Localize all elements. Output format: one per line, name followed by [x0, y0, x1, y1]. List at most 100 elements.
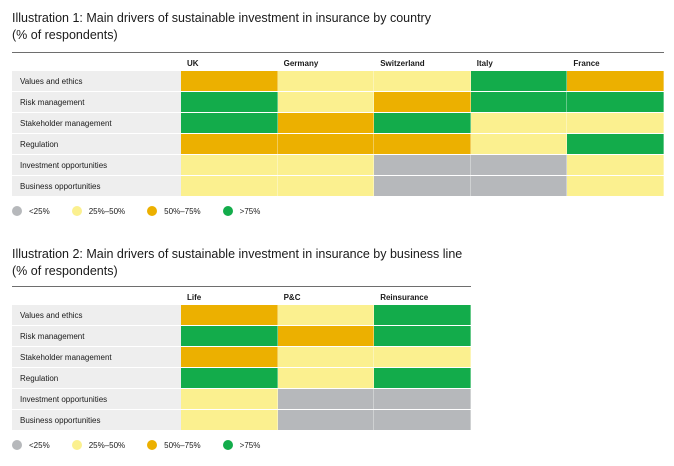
row-label: Risk management: [20, 332, 85, 341]
heat-cell: [567, 155, 664, 175]
legend-swatch: [147, 440, 158, 450]
row-label-bg: [12, 368, 181, 388]
heat-cell: [181, 113, 278, 133]
chart1-title-block: Illustration 1: Main drivers of sustaina…: [12, 10, 431, 44]
column-header: Switzerland: [380, 59, 425, 68]
column-header: Reinsurance: [380, 293, 429, 302]
heat-cell: [374, 389, 471, 409]
legend-label: >75%: [239, 206, 261, 216]
heat-cell: [374, 368, 471, 388]
legend-label: 50%–75%: [164, 206, 201, 216]
legend-item: 50%–75%: [147, 440, 201, 450]
row-label: Values and ethics: [20, 311, 83, 320]
row-label: Regulation: [20, 140, 59, 149]
heat-cell: [277, 113, 375, 133]
row-label: Investment opportunities: [20, 161, 108, 170]
row-label-bg: [12, 305, 181, 325]
heat-cell: [374, 410, 471, 430]
column-header: P&C: [283, 293, 301, 302]
heat-cell: [181, 410, 278, 430]
heat-cell: [470, 134, 568, 154]
row-label-bg: [12, 176, 181, 196]
heat-cell: [181, 389, 278, 409]
header-rule: [12, 52, 664, 53]
heat-cell: [470, 176, 568, 196]
chart2-legend: <25% 25%–50% 50%–75% >75%: [12, 440, 282, 450]
legend-swatch: [12, 206, 22, 216]
legend-swatch: [71, 206, 82, 216]
heat-cell: [277, 410, 375, 430]
row-label-bg: [12, 326, 181, 346]
chart1-title: Illustration 1: Main drivers of sustaina…: [12, 11, 431, 25]
heat-cell: [181, 134, 278, 154]
chart1-heatmap: UK Germany Switzerland Italy France Values an…: [12, 52, 664, 197]
heat-cell: [374, 113, 471, 133]
row-label-bg: [12, 113, 181, 133]
row-label: Business opportunities: [20, 182, 101, 191]
column-header: France: [573, 59, 600, 68]
heat-cell: [181, 155, 278, 175]
legend-item: <25%: [12, 440, 50, 450]
heat-cell: [181, 347, 278, 367]
legend-swatch: [71, 440, 82, 450]
heat-cell: [277, 155, 375, 175]
row-label: Investment opportunities: [20, 395, 108, 404]
legend-label: 25%–50%: [88, 206, 126, 216]
heat-cell: [470, 113, 568, 133]
heat-cell: [181, 92, 278, 112]
heat-cell: [374, 92, 471, 112]
chart2-title: Illustration 2: Main drivers of sustaina…: [12, 247, 463, 261]
chart2-subtitle: (% of respondents): [12, 264, 118, 278]
row-label-bg: [12, 71, 181, 91]
legend-label: 50%–75%: [164, 440, 201, 450]
heat-cell: [374, 305, 471, 325]
legend-swatch: [222, 440, 233, 450]
chart2-heatmap: Life P&C Reinsurance Values and ethics Risk …: [12, 286, 471, 431]
legend-swatch: [222, 206, 233, 216]
heat-cell: [277, 326, 375, 346]
column-header: Germany: [283, 59, 319, 68]
heat-cell: [277, 71, 375, 91]
legend-swatch: [147, 206, 158, 216]
row-label-bg: [12, 410, 181, 430]
chart1-legend: <25% 25%–50% 50%–75% >75%: [12, 206, 282, 216]
legend-item: >75%: [222, 206, 261, 216]
heat-cell: [277, 134, 375, 154]
chart1-subtitle: (% of respondents): [12, 28, 118, 42]
heat-cell: [277, 389, 375, 409]
legend-swatch: [12, 440, 22, 450]
heat-cell: [374, 71, 471, 91]
heat-cell: [567, 134, 664, 154]
column-header: Life: [187, 293, 202, 302]
heat-cell: [470, 92, 568, 112]
legend-item: 25%–50%: [71, 206, 126, 216]
row-label-bg: [12, 134, 181, 154]
heat-cell: [374, 326, 471, 346]
legend-label: 25%–50%: [88, 440, 126, 450]
heat-cell: [277, 92, 375, 112]
row-label: Values and ethics: [20, 77, 83, 86]
legend-label: <25%: [29, 440, 50, 450]
heat-cell: [374, 176, 471, 196]
row-label: Stakeholder management: [20, 353, 112, 362]
heat-cell: [181, 176, 278, 196]
legend-item: >75%: [222, 440, 260, 450]
heat-cell: [181, 326, 278, 346]
heat-cell: [470, 155, 568, 175]
heat-cell: [374, 134, 471, 154]
heat-cell: [277, 176, 375, 196]
row-label: Stakeholder management: [20, 119, 112, 128]
heat-cell: [181, 368, 278, 388]
row-label: Risk management: [20, 98, 85, 107]
heat-cell: [181, 305, 278, 325]
heat-cell: [277, 368, 375, 388]
heat-cell: [470, 71, 568, 91]
column-header: UK: [187, 59, 199, 68]
legend-item: 25%–50%: [71, 440, 126, 450]
heat-cell: [567, 92, 664, 112]
heat-cell: [374, 155, 471, 175]
legend-item: 50%–75%: [147, 206, 201, 216]
column-header: Italy: [476, 59, 493, 68]
row-label-bg: [12, 92, 181, 112]
heat-cell: [277, 347, 375, 367]
